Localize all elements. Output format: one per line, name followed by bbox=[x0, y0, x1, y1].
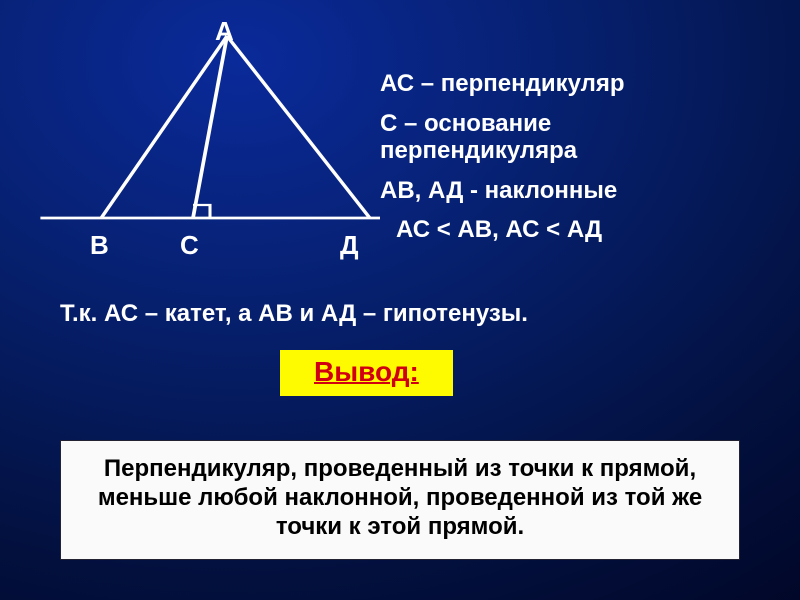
conclusion-box: Перпендикуляр, проведенный из точки к пр… bbox=[60, 440, 740, 560]
statement-2b: перпендикуляра bbox=[380, 137, 780, 165]
conclusion-label-text: Вывод: bbox=[314, 356, 419, 387]
statement-3: АВ, АД - наклонные bbox=[380, 177, 780, 205]
vertex-a-label: А bbox=[215, 16, 234, 47]
slide: А В С Д АС – перпендикуляр С – основание… bbox=[0, 0, 800, 600]
statement-4: АС < АВ, АС < АД bbox=[380, 216, 780, 244]
vertex-d-label: Д bbox=[340, 230, 359, 261]
conclusion-label: Вывод: bbox=[280, 350, 453, 396]
triangle-diagram: А В С Д bbox=[40, 10, 380, 290]
statement-2a: С – основание bbox=[380, 110, 780, 138]
vertex-b-label: В bbox=[90, 230, 109, 261]
segment-ad bbox=[227, 36, 370, 218]
statements-block: АС – перпендикуляр С – основание перпенд… bbox=[380, 70, 780, 244]
reason-line: Т.к. АС – катет, а АВ и АД – гипотенузы. bbox=[60, 300, 760, 328]
statement-1: АС – перпендикуляр bbox=[380, 70, 780, 98]
vertex-c-label: С bbox=[180, 230, 199, 261]
